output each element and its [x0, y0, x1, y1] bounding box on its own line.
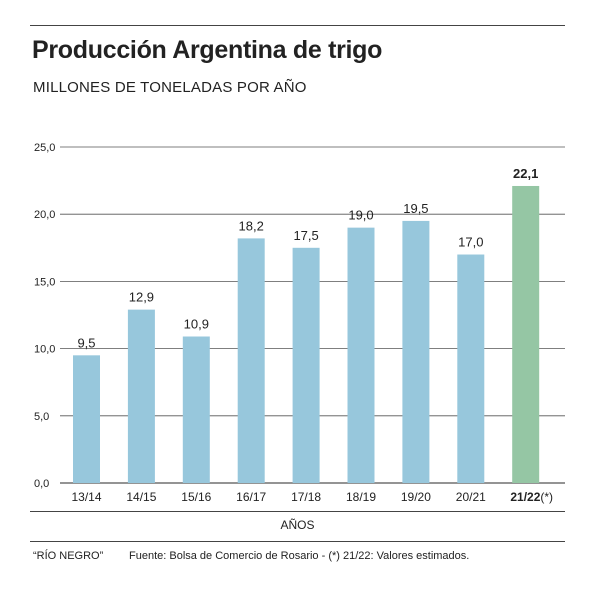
y-tick-label: 0,0 [34, 478, 49, 490]
x-axis-title: AÑOS [280, 518, 315, 532]
axis-title-rule [30, 511, 565, 512]
bar-14-15 [127, 309, 155, 483]
value-label: 12,9 [129, 290, 154, 305]
bottom-rule [30, 541, 565, 542]
value-label: 17,5 [293, 228, 318, 243]
x-tick-label: 16/17 [236, 490, 266, 504]
top-rule [30, 25, 565, 26]
footer-source: Fuente: Bolsa de Comercio de Rosario - (… [129, 550, 470, 562]
x-tick-label: 18/19 [346, 490, 376, 504]
x-tick-label: 14/15 [126, 490, 156, 504]
x-tick-label: 20/21 [456, 490, 486, 504]
chart-subtitle: MILLONES DE TONELADAS POR AÑO [33, 79, 307, 96]
x-tick-label: 17/18 [291, 490, 321, 504]
y-tick-label: 20,0 [34, 209, 55, 221]
x-tick-label: 15/16 [181, 490, 211, 504]
x-tick-label: 13/14 [71, 490, 101, 504]
x-tick-label: 21/22(*) [510, 490, 553, 504]
bar-19-20 [402, 220, 430, 484]
value-label: 18,2 [239, 218, 264, 233]
bar-13-14 [73, 355, 100, 483]
value-label: 9,5 [77, 335, 95, 350]
chart-title: Producción Argentina de trigo [32, 36, 383, 64]
y-tick-label: 5,0 [34, 411, 49, 423]
value-label: 19,5 [403, 201, 428, 216]
footer-credit: “RÍO NEGRO” [33, 550, 104, 562]
y-tick-label: 10,0 [34, 344, 55, 356]
value-labels: 9,5 12,9 10,9 18,2 17,5 19,0 19,5 17,0 22,1 [77, 166, 538, 350]
value-label: 10,9 [184, 317, 209, 332]
bar-20-21 [457, 254, 485, 483]
value-label: 19,0 [348, 208, 373, 223]
value-label: 22,1 [513, 166, 538, 181]
x-tick-label: 19/20 [401, 490, 431, 504]
tick-labels: 0,0 5,0 10,0 15,0 20,0 25,0 13/14 14/15 15/16 16/… [34, 142, 553, 504]
bars [73, 185, 540, 484]
bar-16-17 [237, 238, 265, 483]
value-label: 17,0 [458, 235, 483, 250]
bar-21-22 [512, 185, 540, 483]
y-tick-label: 25,0 [34, 142, 55, 154]
bar-18-19 [347, 227, 375, 483]
bar-15-16 [182, 336, 210, 483]
bar-17-18 [292, 247, 320, 483]
y-tick-label: 15,0 [34, 276, 55, 288]
